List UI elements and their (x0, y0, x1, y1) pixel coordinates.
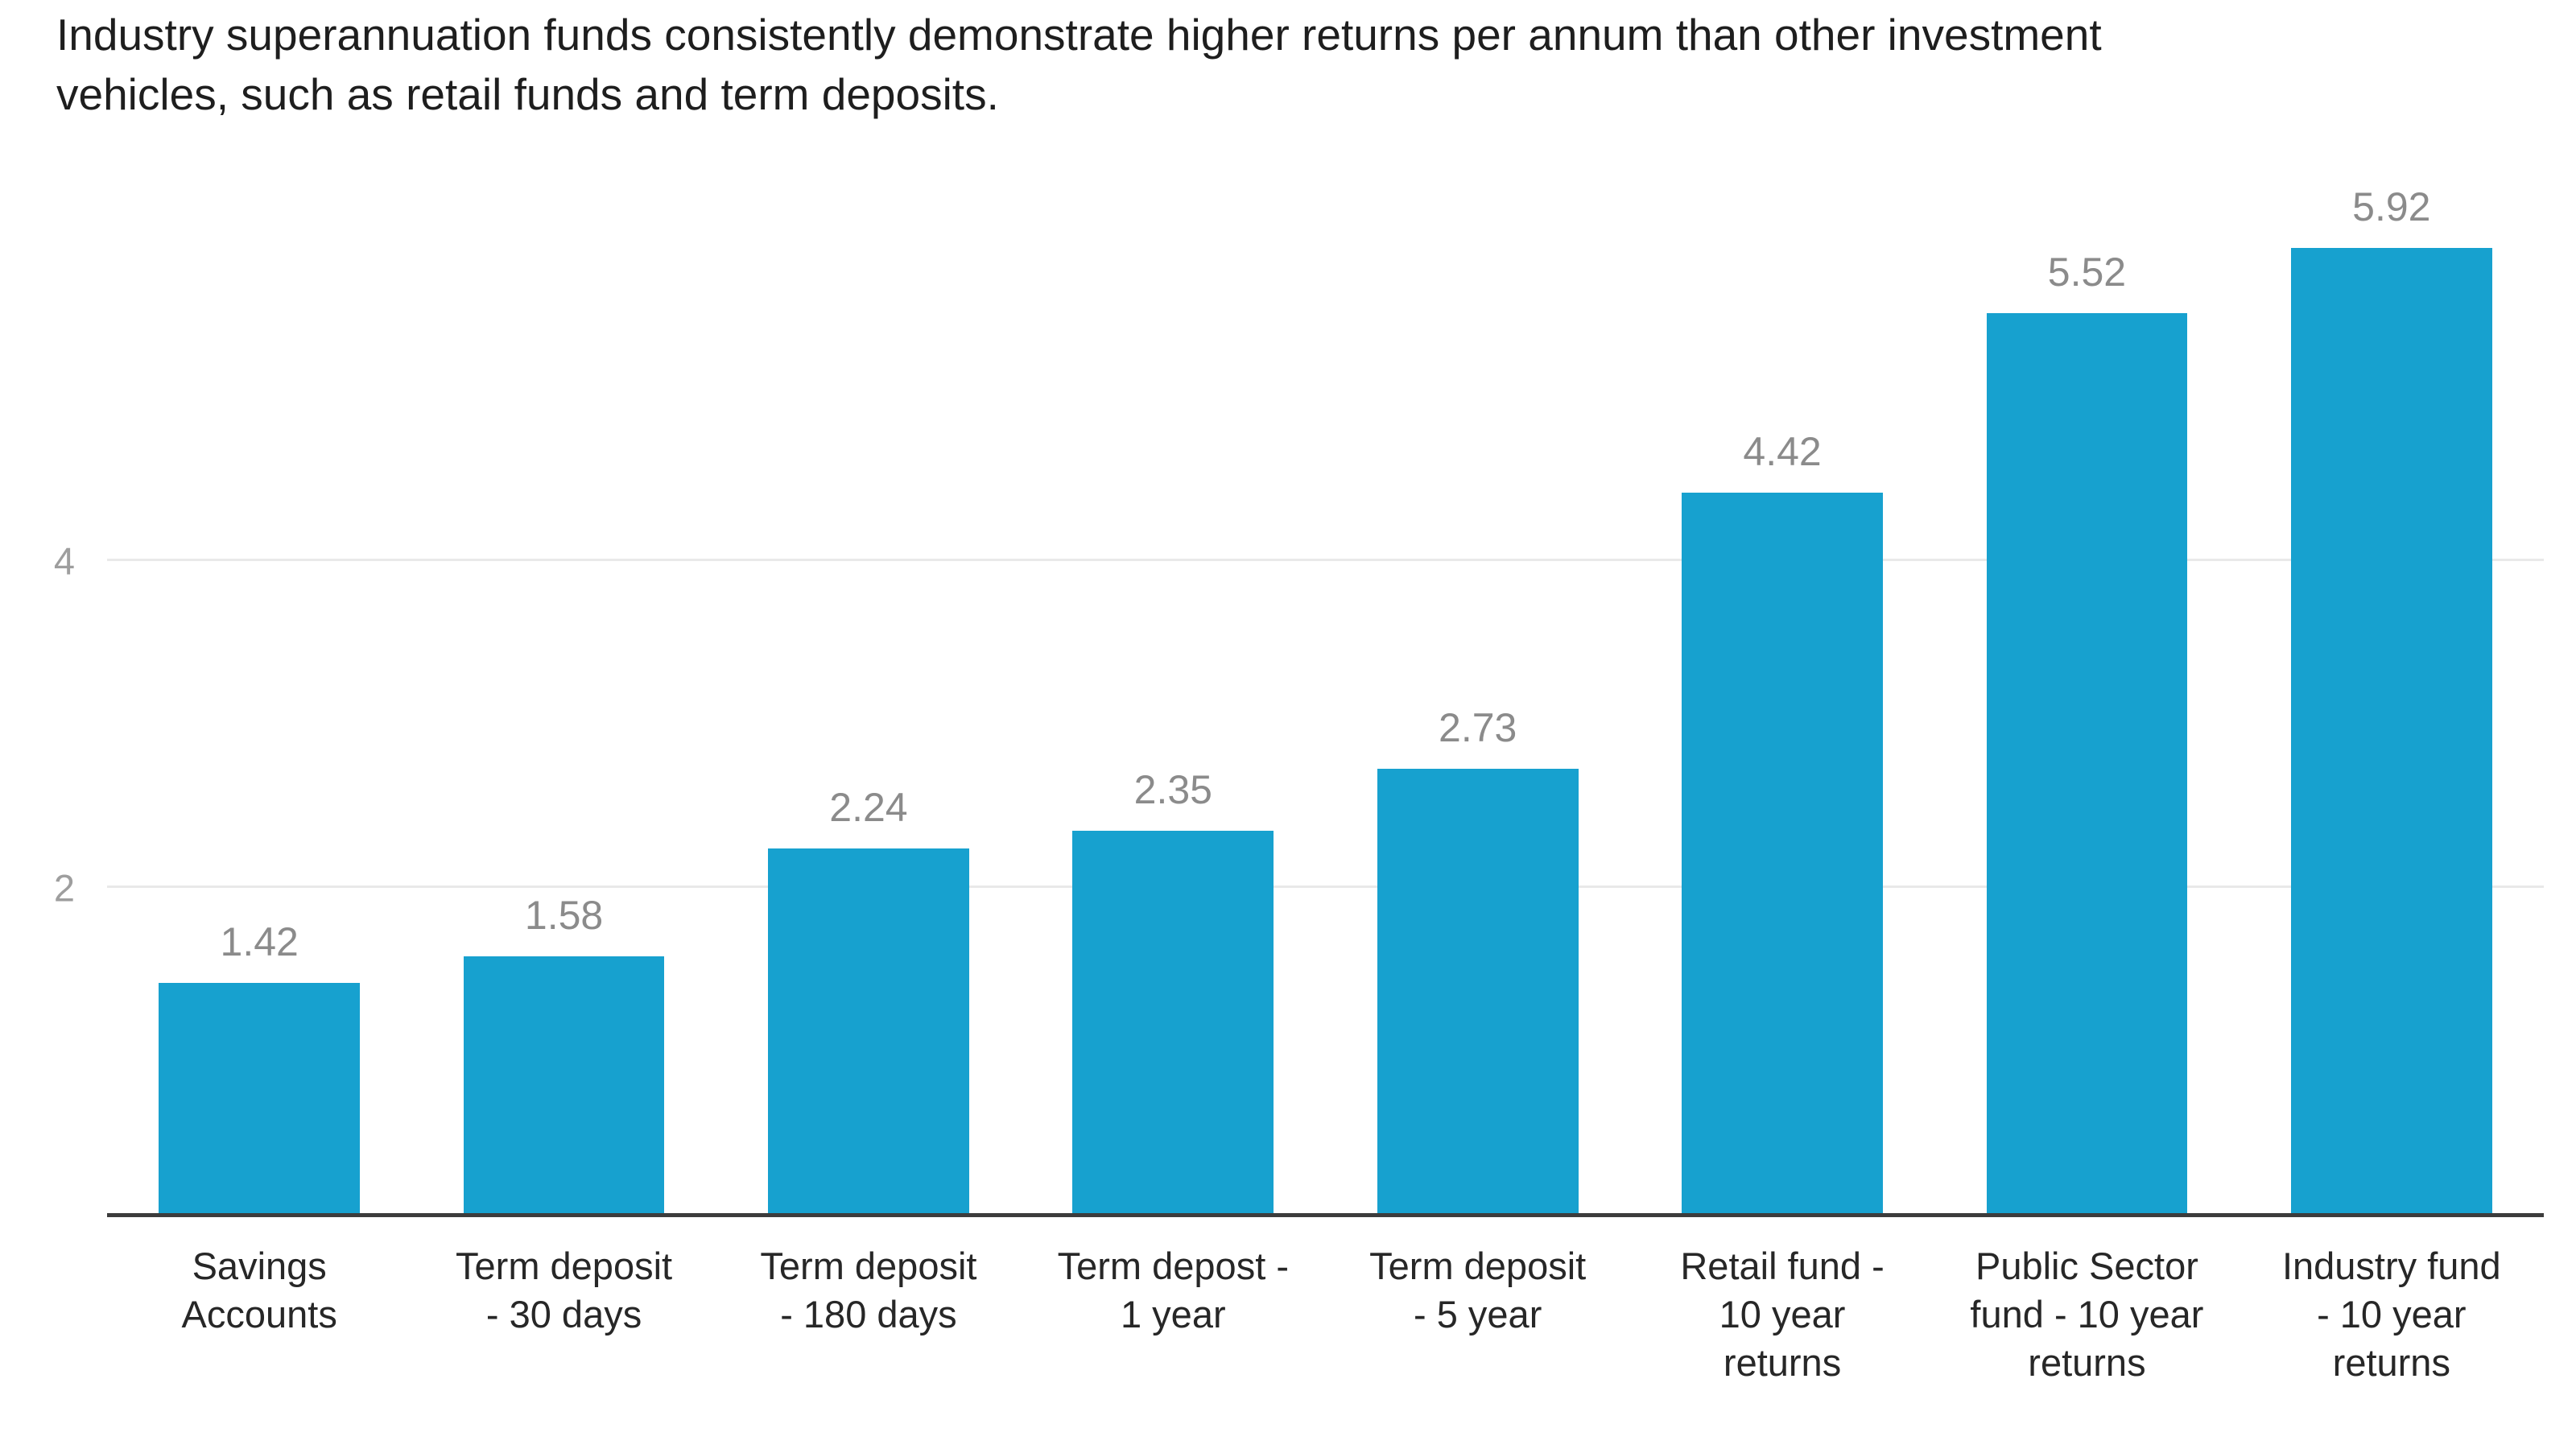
x-axis-label-term-deposit-30-days: Term deposit - 30 days (456, 1245, 673, 1335)
bar-value-label: 1.58 (524, 893, 604, 939)
x-axis-label-savings-accounts: Savings Accounts (181, 1245, 337, 1335)
bar-group-term-depost-1-year: 2.35 (1021, 161, 1325, 1215)
bar-value-label: 2.24 (829, 785, 908, 831)
y-axis-tick-label-4: 4 (53, 539, 75, 583)
bar-savings-accounts (159, 982, 361, 1215)
bar-industry-fund-10-year (2290, 247, 2492, 1215)
bar-group-industry-fund-10-year: 5.92 (2240, 161, 2544, 1215)
bar-public-sector-fund-10-year (1986, 312, 2188, 1215)
x-axis-label-term-depost-1-year: Term depost - 1 year (1057, 1245, 1289, 1335)
y-axis-tick-label-2: 2 (53, 866, 75, 910)
bar-term-depost-1-year (1072, 831, 1274, 1215)
bar-group-term-deposit-180-days: 2.24 (716, 161, 1021, 1215)
bar-term-deposit-180-days (768, 848, 969, 1215)
bar-retail-fund-10-year (1682, 492, 1883, 1215)
x-axis-label-term-deposit-5-year: Term deposit - 5 year (1369, 1245, 1587, 1335)
bar-value-label: 5.92 (2352, 184, 2431, 229)
x-axis-labels: Savings Accounts Term deposit - 30 days … (107, 1242, 2544, 1387)
bar-group-savings-accounts: 1.42 (107, 161, 411, 1215)
bar-term-deposit-30-days (463, 956, 665, 1215)
bar-value-label: 5.52 (2047, 249, 2127, 295)
bar-group-term-deposit-5-year: 2.73 (1326, 161, 1630, 1215)
bars-row: 1.42 1.58 2.24 2.35 2.73 4.42 (107, 161, 2544, 1215)
bar-value-label: 2.73 (1439, 704, 1517, 750)
x-axis-label-retail-fund-10-year: Retail fund - 10 year returns (1680, 1245, 1885, 1384)
bar-group-term-deposit-30-days: 1.58 (411, 161, 716, 1215)
bar-group-public-sector-fund-10-year: 5.52 (1934, 161, 2239, 1215)
bar-value-label: 2.35 (1133, 767, 1212, 813)
x-axis-label-term-deposit-180-days: Term deposit - 180 days (760, 1245, 977, 1335)
bar-group-retail-fund-10-year: 4.42 (1630, 161, 1934, 1215)
bar-value-label: 1.42 (220, 919, 299, 964)
y-gridline-4 (107, 559, 2544, 562)
x-axis-label-industry-fund-10-year: Industry fund - 10 year returns (2281, 1245, 2501, 1384)
bar-value-label: 4.42 (1743, 428, 1822, 474)
chart-title: Industry superannuation funds consistent… (56, 10, 2102, 119)
y-gridline-2 (107, 886, 2544, 889)
x-axis-line (107, 1213, 2544, 1217)
bar-term-deposit-5-year (1377, 768, 1579, 1215)
x-axis-label-public-sector-fund-10-year: Public Sector fund - 10 year returns (1970, 1245, 2204, 1384)
plot-area: 2 4 1.42 1.58 2.24 2.35 2.73 (54, 161, 2544, 1215)
